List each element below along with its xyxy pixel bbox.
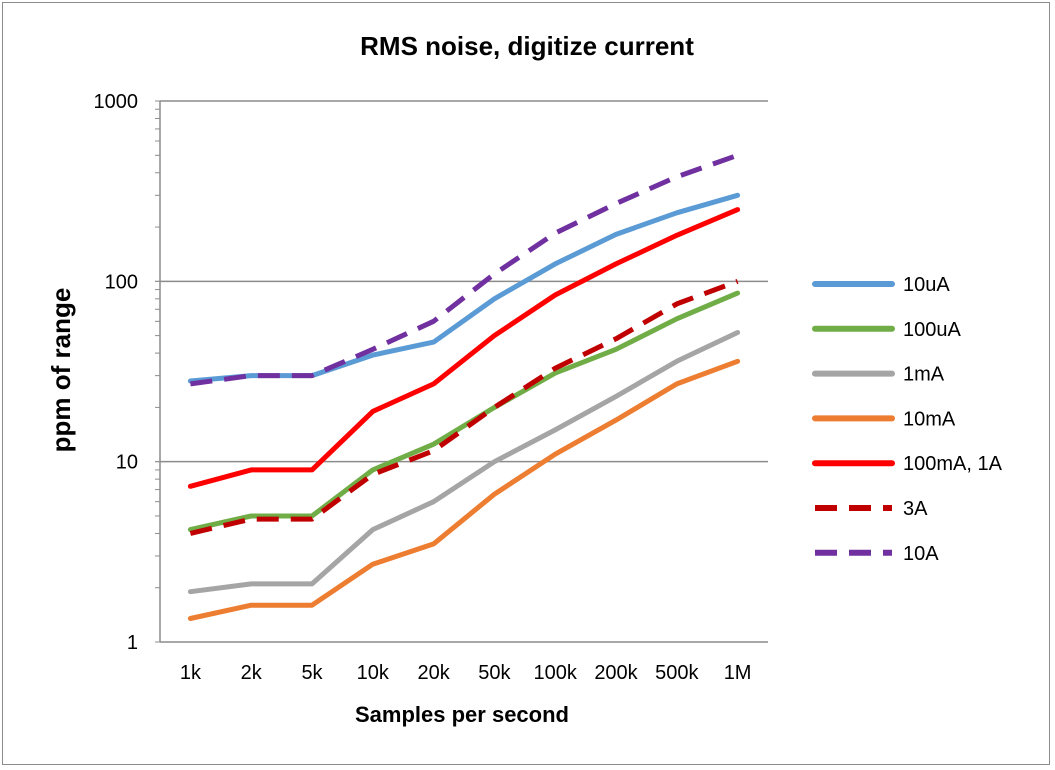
series-line-100ma-1a [187,207,741,489]
legend-label-1ma: 1mA [903,364,945,386]
y-axis-title: ppm of range [46,288,76,453]
y-tick-label-100: 100 [105,271,138,293]
x-tick-label-100k: 100k [534,662,578,684]
x-tick-label-5k: 5k [301,662,323,684]
x-tick-label-10k: 10k [357,662,390,684]
x-tick-labels: 1k 2k 5k 10k 20k 50k 100k 200k 500k 1M [180,662,752,684]
x-tick-label-1M: 1M [724,662,752,684]
legend-label-100ua: 100uA [903,319,961,341]
legend-label-10a: 10A [903,543,939,565]
x-tick-label-500k: 500k [655,662,699,684]
y-tick-label-1: 1 [127,632,138,654]
series-line-3a [189,278,739,536]
series-line-10ma [187,358,741,621]
x-tick-label-1k: 1k [180,662,202,684]
series-line-10a [190,152,739,387]
gridlines [160,100,768,463]
x-axis-title: Samples per second [355,702,569,727]
series-line-100ua [187,290,741,533]
y-tick-labels: 1 10 100 1000 [94,91,139,654]
series-line-1ma [187,330,741,595]
y-tick-label-1000: 1000 [94,91,139,113]
legend-label-10ma: 10mA [903,408,956,430]
series-lines [187,152,741,621]
y-tick-label-10: 10 [116,452,138,474]
x-tick-label-2k: 2k [241,662,263,684]
legend-label-10ua: 10uA [903,274,950,296]
x-tick-label-50k: 50k [478,662,511,684]
legend-label-100ma-1a: 100mA, 1A [903,453,1003,475]
series-line-10ua [187,192,741,384]
chart-title: RMS noise, digitize current [360,31,694,61]
x-tick-label-200k: 200k [594,662,638,684]
x-tick-label-20k: 20k [417,662,450,684]
legend: 10uA 100uA 1mA 10mA 100mA, 1A 3A 10A [812,274,1003,565]
legend-label-3a: 3A [903,498,928,520]
axes [155,100,768,643]
